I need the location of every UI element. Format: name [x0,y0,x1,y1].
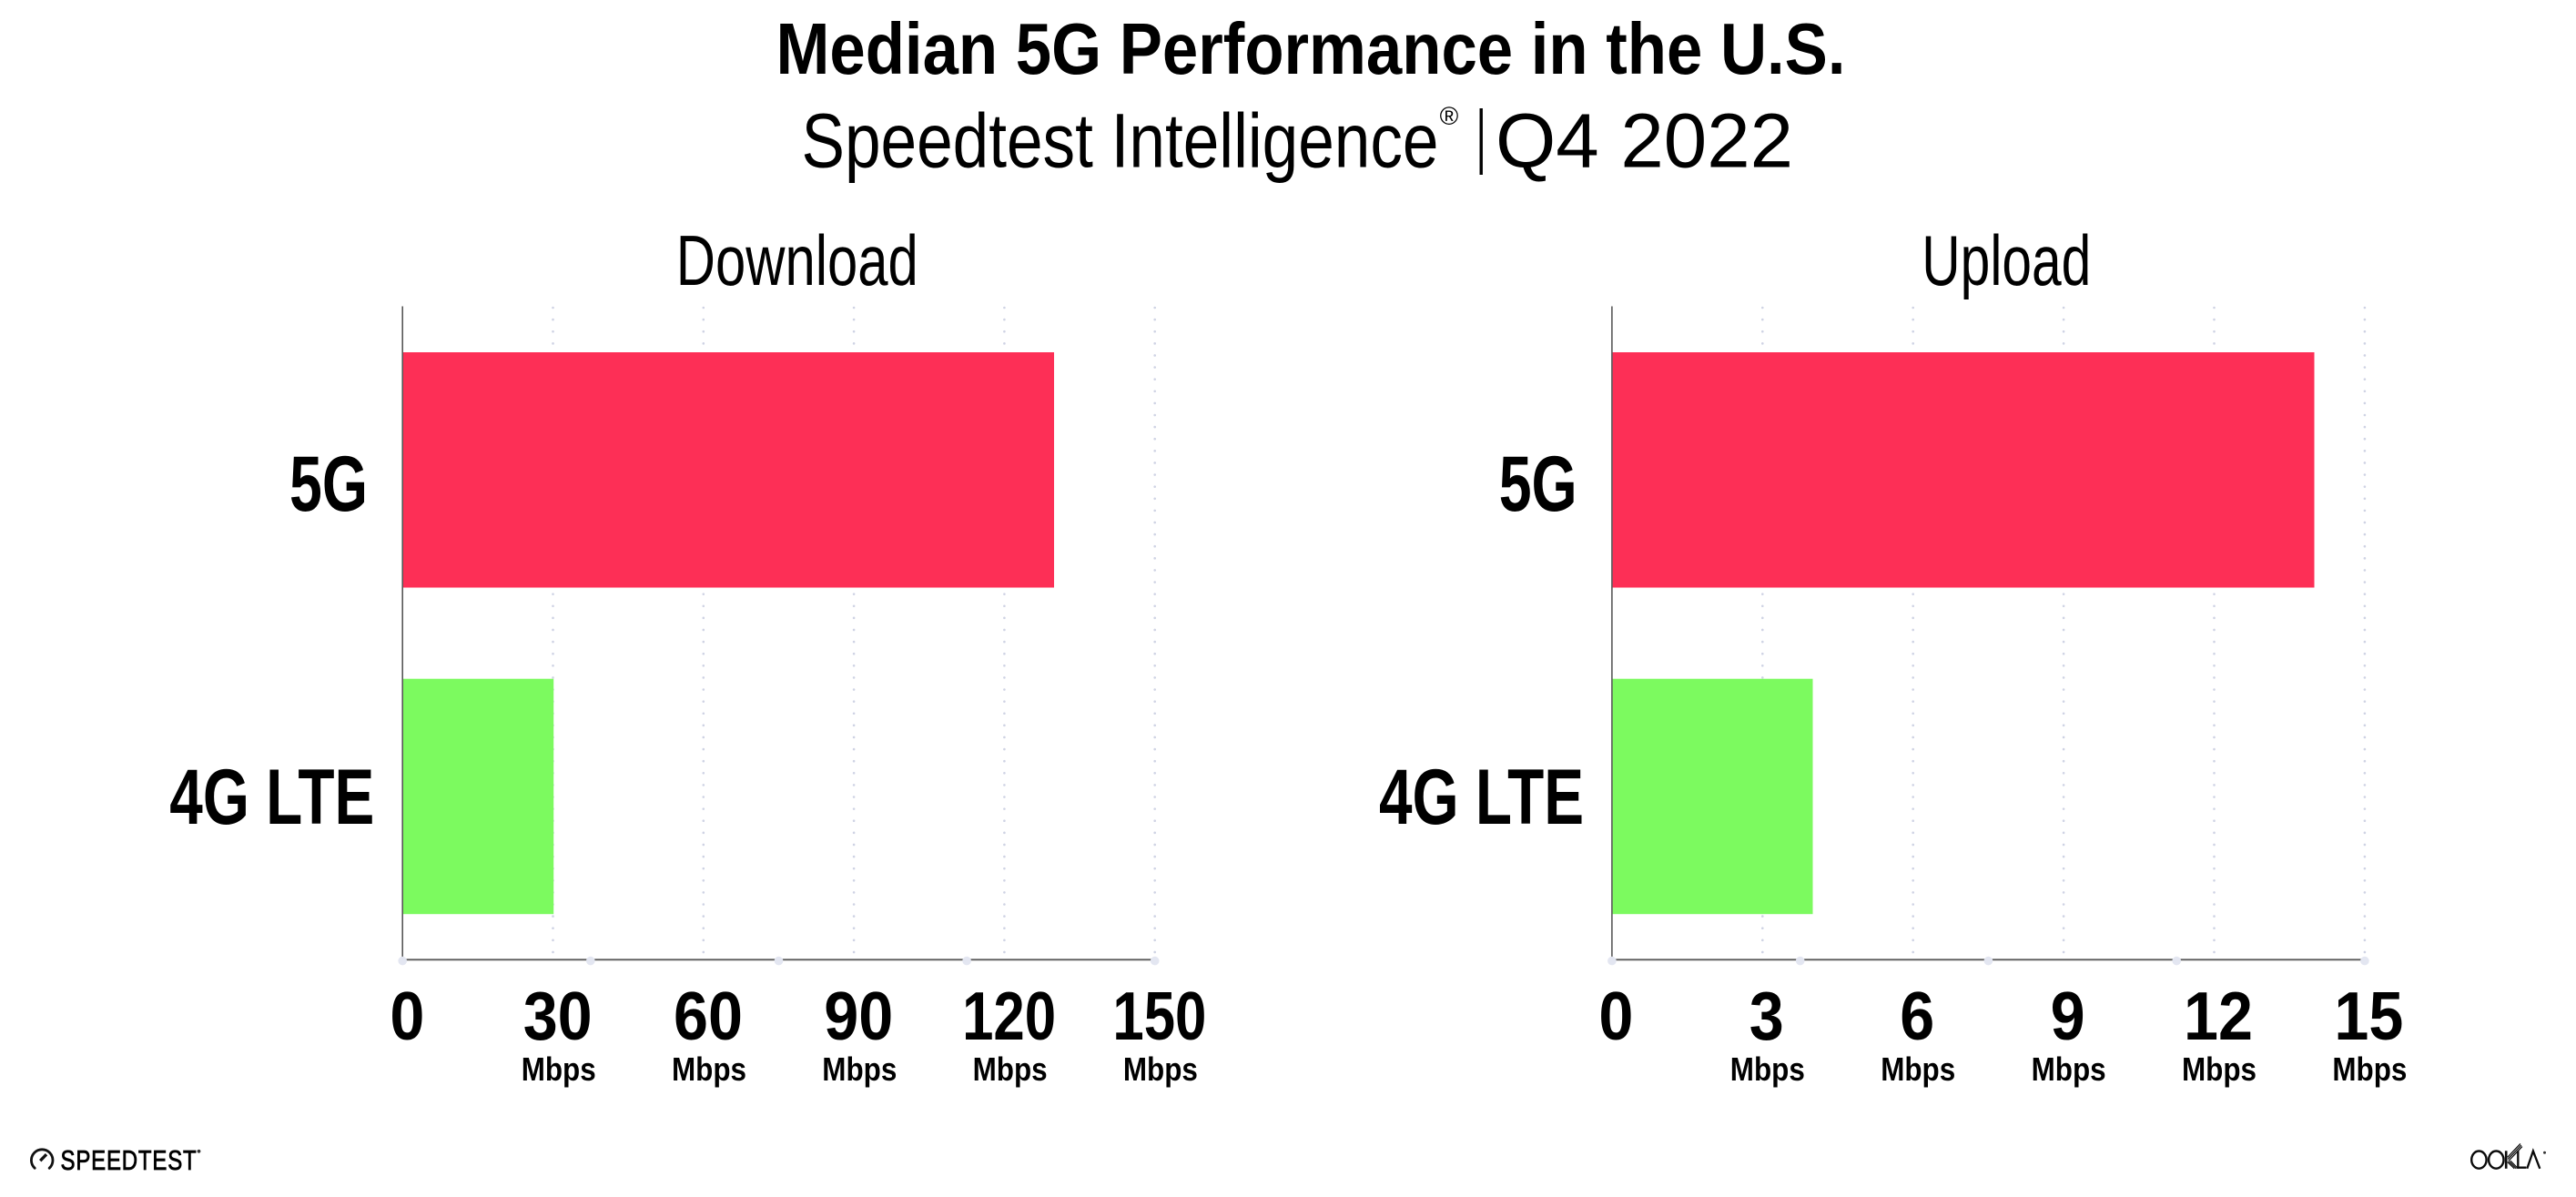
svg-text:5G: 5G [289,441,368,528]
svg-text:Mbps: Mbps [2032,1050,2106,1088]
svg-text:12: 12 [2184,978,2253,1054]
svg-text:Upload: Upload [1922,220,2091,300]
svg-text:®: ® [1440,102,1459,130]
svg-text:Mbps: Mbps [822,1050,897,1088]
svg-text:15: 15 [2334,978,2403,1054]
svg-text:9: 9 [2051,978,2085,1054]
svg-text:Mbps: Mbps [1730,1050,1805,1088]
svg-text:SPEEDTEST: SPEEDTEST [61,1145,198,1176]
svg-text:150: 150 [1112,978,1206,1054]
svg-text:5G: 5G [1499,441,1577,528]
svg-text:Mbps: Mbps [522,1050,596,1088]
svg-text:4G LTE: 4G LTE [1379,754,1584,841]
svg-text:4G LTE: 4G LTE [169,754,374,841]
svg-text:Mbps: Mbps [2332,1050,2407,1088]
svg-text:Download: Download [676,220,918,300]
svg-text:30: 30 [523,978,593,1054]
svg-text:0: 0 [1598,978,1633,1054]
svg-text:Mbps: Mbps [1881,1050,1955,1088]
svg-text:0: 0 [390,978,424,1054]
svg-text:Q4 2022: Q4 2022 [1496,98,1793,184]
svg-text:Mbps: Mbps [672,1050,746,1088]
svg-text:60: 60 [674,978,743,1054]
svg-text:Mbps: Mbps [1123,1050,1198,1088]
svg-text:6: 6 [1900,978,1934,1054]
svg-text:90: 90 [824,978,893,1054]
svg-text:Mbps: Mbps [973,1050,1048,1088]
svg-text:Speedtest Intelligence: Speedtest Intelligence [802,98,1439,184]
svg-text:3: 3 [1749,978,1784,1054]
svg-text:120: 120 [962,978,1056,1054]
svg-text:Median 5G Performance in the U: Median 5G Performance in the U.S. [776,8,1846,89]
svg-text:Mbps: Mbps [2182,1050,2257,1088]
